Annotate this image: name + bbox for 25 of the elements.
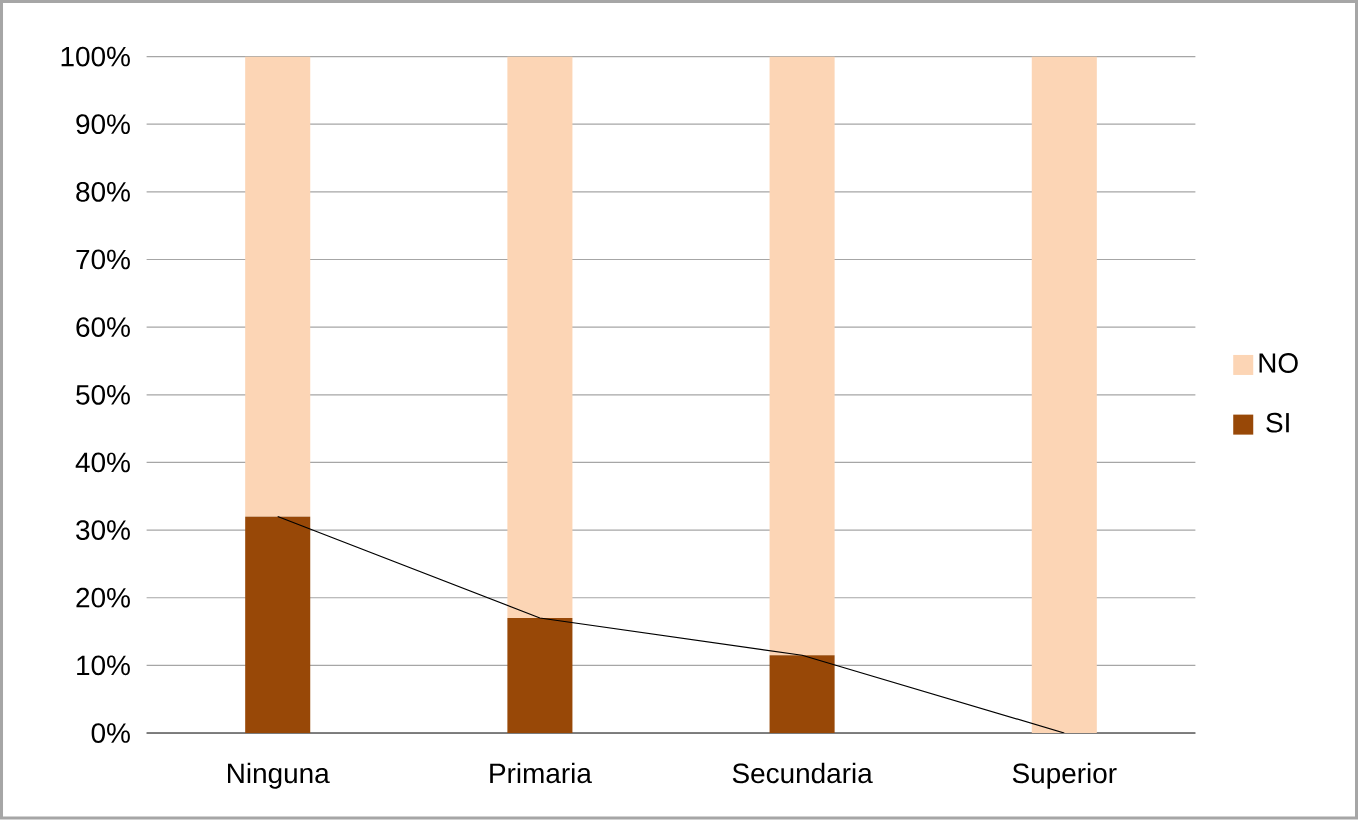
legend-label: NO (1259, 353, 1298, 374)
line-series (277, 516, 1065, 734)
y-tick-label: 90% (76, 114, 130, 135)
bar (507, 618, 573, 734)
x-tick-label: Ninguna (228, 762, 330, 789)
bar (245, 56, 311, 517)
bar (507, 56, 573, 619)
y-tick-label: 60% (76, 317, 130, 338)
x-tick-label: Superior (1012, 762, 1117, 789)
x-tick-label: Secundaria (732, 762, 873, 784)
y-tick-label: 20% (76, 588, 130, 608)
bar (769, 56, 835, 656)
bar (769, 655, 835, 734)
y-tick-label: 10% (77, 655, 130, 676)
y-tick-label: 0% (91, 723, 130, 744)
bar (1031, 56, 1097, 734)
y-tick-label: 40% (75, 452, 130, 473)
y-tick-label: 80% (76, 182, 130, 202)
bar (245, 516, 311, 734)
x-tick-label: Primaria (490, 762, 592, 784)
y-tick-label: 100% (61, 46, 130, 67)
y-tick-label: 70% (76, 249, 130, 270)
legend-label: SI (1266, 412, 1289, 433)
y-tick-label: 50% (76, 385, 130, 405)
y-tick-label: 30% (76, 520, 130, 541)
